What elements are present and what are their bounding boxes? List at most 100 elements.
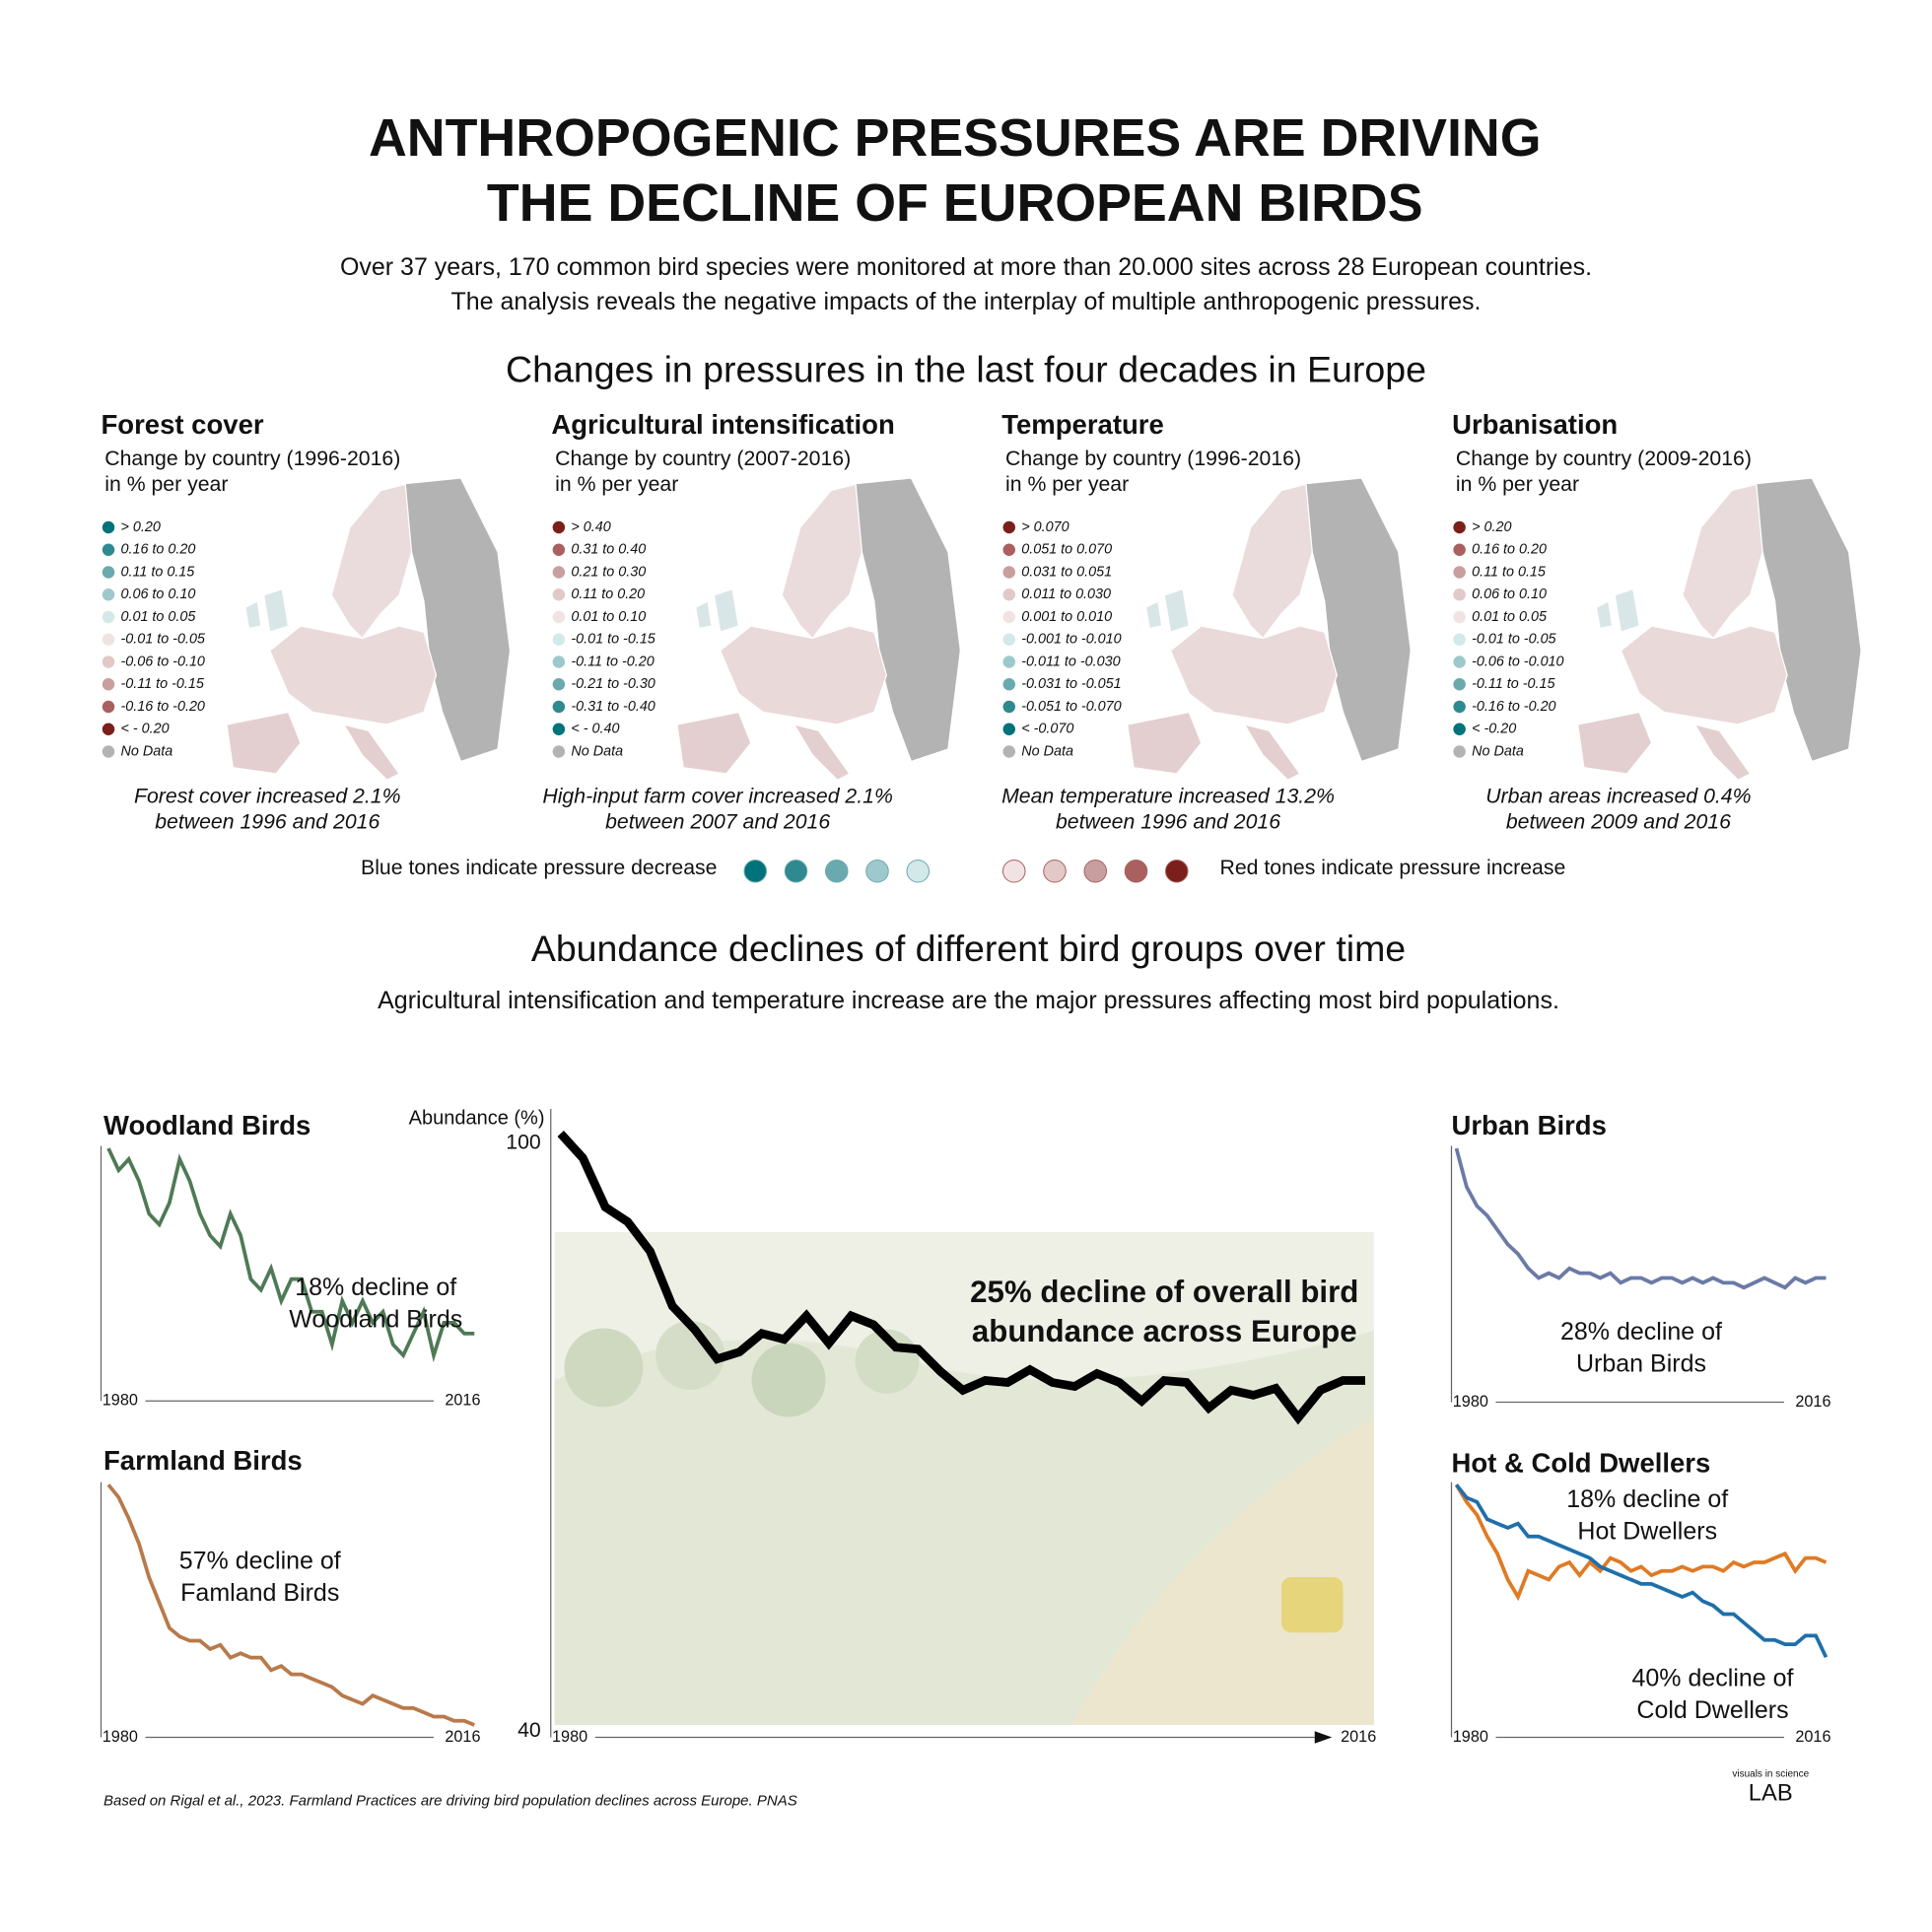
panel-caption: High-input farm cover increased 2.1% (542, 784, 893, 807)
country-region (1576, 711, 1653, 775)
legend-swatch (1002, 700, 1015, 714)
annotation: 40% decline of (1631, 1664, 1793, 1691)
legend-swatch (1002, 678, 1015, 691)
x-tick-label: 1980 (1453, 1728, 1488, 1746)
logo-text: visuals in science (1732, 1769, 1809, 1780)
scale-dot (1165, 860, 1189, 883)
legend-swatch (1453, 700, 1466, 714)
title: THE DECLINE OF EUROPEAN BIRDS (487, 173, 1423, 233)
x-tick-label: 1980 (103, 1392, 138, 1410)
legend-swatch (552, 678, 566, 691)
annotation: 25% decline of overall bird (970, 1275, 1358, 1309)
panel-subtitle: in % per year (555, 472, 678, 496)
panel-caption: between 1996 and 2016 (1056, 810, 1280, 834)
data-line (1454, 1147, 1827, 1290)
legend-swatch (552, 745, 566, 758)
country-region (781, 483, 863, 640)
panel-title: Agricultural intensification (551, 409, 894, 440)
legend-label: -0.11 to -0.15 (1472, 676, 1555, 692)
legend-label: 0.16 to 0.20 (121, 542, 196, 558)
country-region (694, 600, 713, 630)
map-panel: Forest cover Change by country (1996-2016… (102, 409, 512, 834)
panel-title: Temperature (1001, 409, 1164, 440)
country-region (1144, 600, 1163, 630)
legend-swatch (1453, 543, 1466, 556)
legend-swatch (102, 678, 115, 691)
map (1127, 477, 1412, 782)
data-line (1455, 1484, 1828, 1659)
country-region (676, 711, 752, 775)
panel-subtitle: in % per year (104, 472, 228, 496)
y-tick-label: 100 (506, 1131, 540, 1154)
legend-label: -0.31 to -0.40 (571, 699, 655, 715)
annotation: Woodland Birds (289, 1306, 462, 1334)
country-region (262, 587, 290, 634)
annotation: 18% decline of (295, 1274, 456, 1301)
map-panel: Urbanisation Change by country (2009-2016… (1452, 409, 1862, 834)
legend-label: 0.11 to 0.15 (1472, 564, 1547, 580)
legend-label: < - 0.20 (121, 722, 170, 737)
legend-label: -0.11 to -0.15 (121, 676, 205, 692)
map (1576, 477, 1862, 782)
legend-label: -0.01 to -0.05 (1472, 632, 1556, 648)
legend-swatch (102, 656, 115, 668)
x-tick-label: 2016 (1795, 1393, 1830, 1411)
legend-swatch (552, 520, 566, 534)
legend-swatch (552, 588, 566, 601)
data-line (557, 1131, 1365, 1425)
country-region (713, 587, 740, 634)
country-region (1299, 477, 1412, 763)
legend-label: -0.011 to -0.030 (1021, 654, 1120, 669)
legend-label: 0.011 to 0.030 (1021, 586, 1111, 602)
legend-label: 0.001 to 0.010 (1021, 609, 1112, 625)
legend-label: 0.16 to 0.20 (1472, 542, 1547, 558)
scale-dot (1043, 860, 1067, 883)
legend-swatch (102, 520, 115, 534)
legend-swatch (102, 723, 115, 735)
panel-subtitle: Change by country (2009-2016) (1456, 447, 1752, 470)
country-region (1693, 724, 1752, 782)
legend-swatch (1453, 678, 1466, 691)
legend-label: 0.21 to 0.30 (571, 564, 646, 580)
panel-caption: between 2009 and 2016 (1506, 810, 1731, 834)
panel-subtitle: Change by country (2007-2016) (555, 447, 851, 470)
annotation: 18% decline of (1566, 1485, 1728, 1513)
legend-label: -0.06 to -0.10 (121, 654, 205, 669)
country-region (398, 477, 512, 763)
legend-label: 0.01 to 0.10 (571, 609, 646, 625)
logo: LAB (1749, 1779, 1793, 1806)
country-region (793, 724, 851, 782)
legend-label: -0.01 to -0.15 (571, 632, 656, 648)
legend-swatch (102, 745, 115, 758)
legend-swatch (102, 566, 115, 579)
legend-swatch (102, 633, 115, 646)
country-region (330, 483, 413, 640)
legend-swatch (1453, 656, 1466, 668)
country-region (1127, 711, 1203, 775)
x-tick-label: 2016 (445, 1392, 480, 1410)
x-tick-label: 2016 (1341, 1728, 1376, 1746)
section-subtitle: Agricultural intensification and tempera… (378, 987, 1559, 1014)
legend-swatch (552, 543, 566, 556)
legend-label: 0.01 to 0.05 (1472, 609, 1548, 625)
legend-label: No Data (1021, 743, 1073, 759)
country-region (342, 724, 400, 782)
x-tick-label: 1980 (552, 1728, 587, 1746)
legend-swatch (1453, 745, 1466, 758)
legend-label: -0.21 to -0.30 (571, 676, 655, 692)
legend-label: < -0.070 (1021, 722, 1073, 737)
legend-swatch (552, 656, 566, 668)
chart-title: Hot & Cold Dwellers (1452, 1448, 1711, 1479)
map (676, 477, 962, 782)
legend-label: No Data (1472, 743, 1524, 759)
map-panel: Agricultural intensification Change by co… (542, 409, 962, 834)
data-line (106, 1484, 475, 1727)
panel-subtitle: in % per year (1456, 472, 1579, 496)
legend-swatch (1453, 633, 1466, 646)
legend-swatch (1002, 543, 1015, 556)
scale-dot (1124, 860, 1148, 883)
scale-dot (865, 860, 889, 883)
country-region (1163, 587, 1190, 634)
legend-label: 0.06 to 0.10 (121, 586, 196, 602)
legend-label: 0.11 to 0.15 (121, 564, 196, 580)
